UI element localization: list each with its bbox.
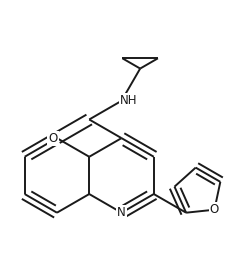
Text: N: N xyxy=(117,206,126,219)
Text: O: O xyxy=(48,132,58,145)
Text: O: O xyxy=(210,203,219,216)
Text: NH: NH xyxy=(120,94,138,107)
